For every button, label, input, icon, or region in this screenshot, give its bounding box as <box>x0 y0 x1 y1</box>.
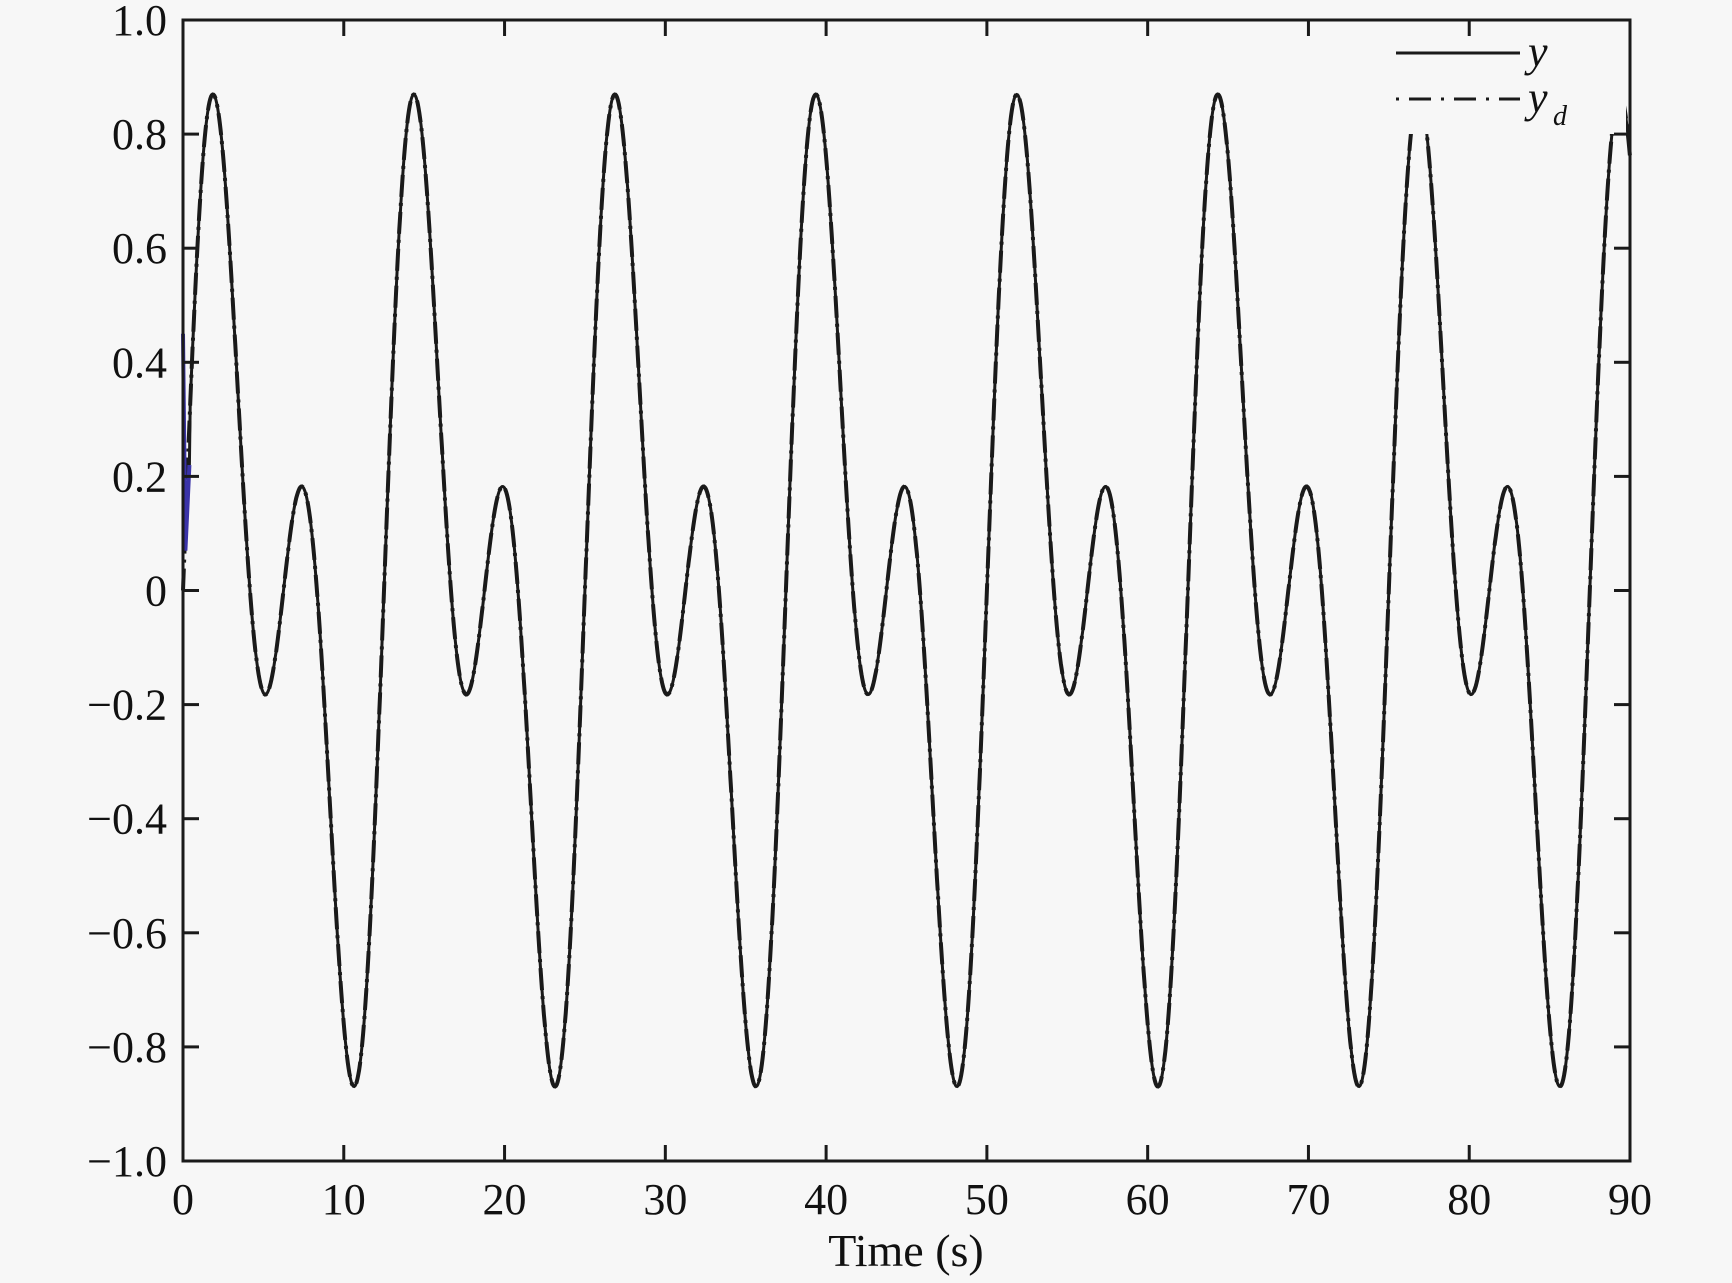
y-tick-label: 0.6 <box>112 224 167 273</box>
legend-box <box>1390 34 1626 134</box>
x-tick-label: 90 <box>1608 1175 1652 1224</box>
x-tick-label: 10 <box>322 1175 366 1224</box>
y-tick-label: 0 <box>145 567 167 616</box>
x-tick-label: 60 <box>1126 1175 1170 1224</box>
x-tick-label: 70 <box>1286 1175 1330 1224</box>
legend-label-y: y <box>1524 27 1548 76</box>
y-tick-label: 0.2 <box>112 452 167 501</box>
y-tick-label: −1.0 <box>87 1137 167 1186</box>
y-tick-label: 1.0 <box>112 0 167 45</box>
axes <box>181 18 1632 1163</box>
legend: yy d <box>1390 27 1626 134</box>
x-tick-label: 80 <box>1447 1175 1491 1224</box>
legend-label-yd-subscript: d <box>1553 101 1568 132</box>
legend-label-yd: y <box>1524 73 1548 122</box>
x-tick-label: 0 <box>172 1175 194 1224</box>
x-tick-label: 30 <box>643 1175 687 1224</box>
x-tick-labels: 0 10 20 30 40 50 60 70 80 90 <box>172 1175 1652 1224</box>
x-tick-label: 40 <box>804 1175 848 1224</box>
y-tick-label: −0.8 <box>87 1023 167 1072</box>
y-tick-label: −0.6 <box>87 909 167 958</box>
y-tick-label: 0.4 <box>112 338 167 387</box>
series-y-line <box>187 92 1632 1089</box>
x-tick-label: 50 <box>965 1175 1009 1224</box>
y-tick-label: 0.8 <box>112 110 167 159</box>
y-tick-label: −0.2 <box>87 681 167 730</box>
y-tick-label: −0.4 <box>87 795 167 844</box>
x-axis-title: Time (s) <box>828 1225 984 1276</box>
x-tick-label: 20 <box>483 1175 527 1224</box>
y-tick-labels: 1.0 0.8 0.6 0.4 0.2 0 −0.2 −0.4 −0.6 −0.8 −1.0 <box>87 0 167 1186</box>
